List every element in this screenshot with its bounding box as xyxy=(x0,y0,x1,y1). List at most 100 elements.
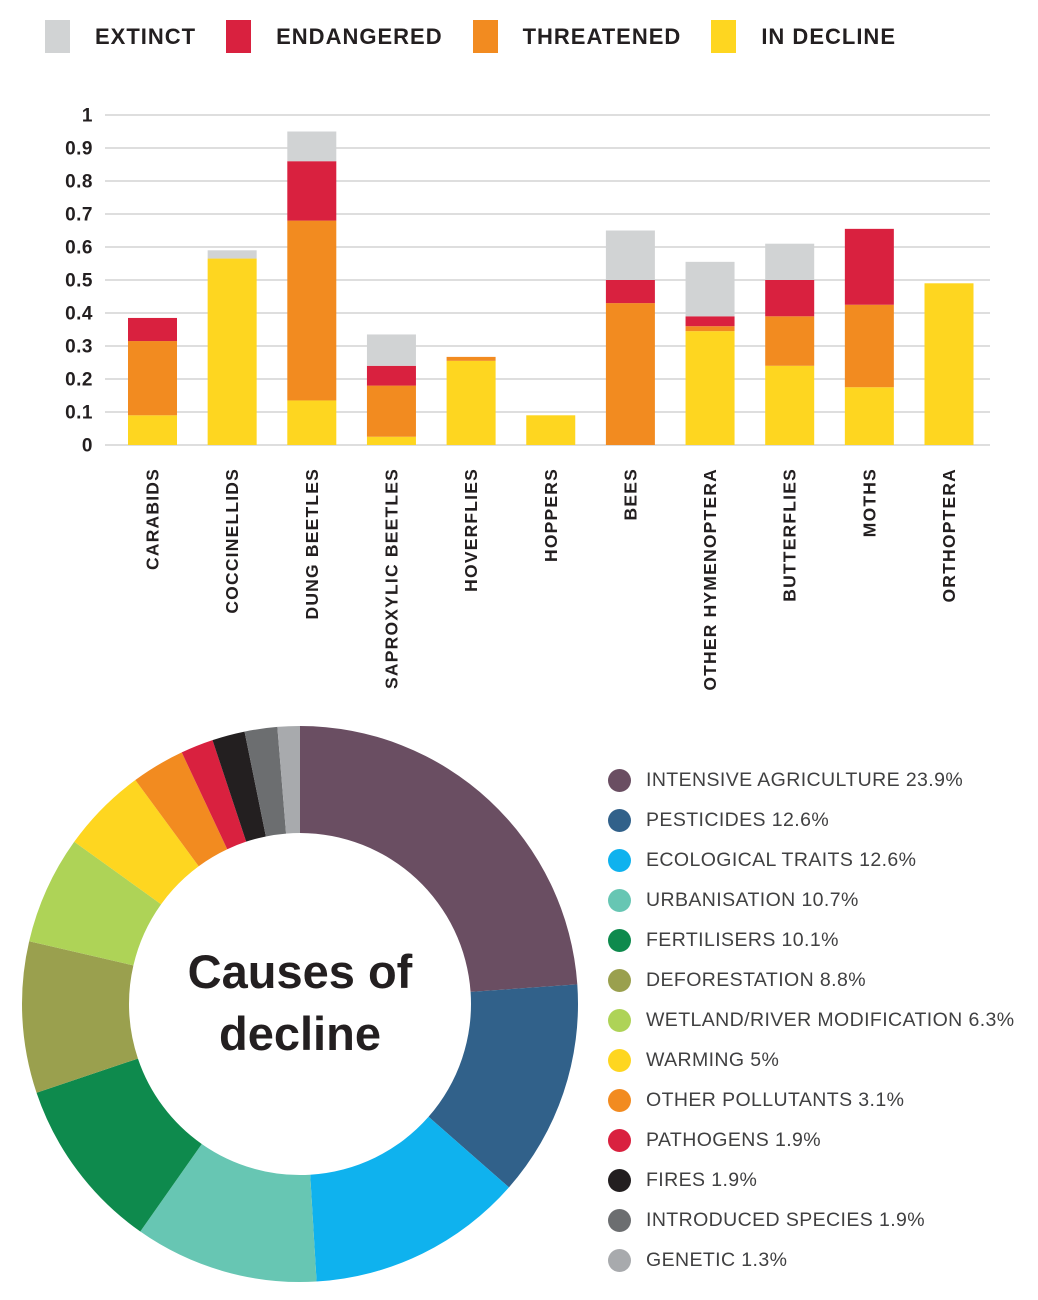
x-category-label-saproxylic-beetles: SAPROXYLIC BEETLES xyxy=(381,468,401,689)
donut-legend-item-introduced-species: INTRODUCED SPECIES 1.9% xyxy=(608,1200,1015,1240)
y-tick-label: 0.8 xyxy=(65,172,93,193)
x-category-label-hoverflies: HOVERFLIES xyxy=(461,468,481,592)
x-category-label-orthoptera: ORTHOPTERA xyxy=(939,468,959,603)
bar-segment-saproxylic-beetles-threatened xyxy=(366,385,416,437)
donut-legend-item-other-pollutants: OTHER POLLUTANTS 3.1% xyxy=(608,1080,1015,1120)
donut-slice-ecological-traits xyxy=(310,1116,509,1282)
donut-legend-label: PATHOGENS 1.9% xyxy=(646,1128,822,1151)
donut-legend-dot-introduced-species xyxy=(608,1208,631,1232)
donut-legend-dot-fires xyxy=(608,1168,631,1192)
donut-center-title-line: decline xyxy=(219,1007,381,1060)
donut-legend-item-intensive-agriculture: INTENSIVE AGRICULTURE 23.9% xyxy=(608,760,1015,800)
donut-slice-genetic xyxy=(277,726,300,834)
legend-item-extinct: EXTINCT xyxy=(45,20,196,53)
x-category-label-other-hymenoptera: OTHER HYMENOPTERA xyxy=(700,468,720,691)
bar-segment-dung-beetles-endangered xyxy=(287,161,337,221)
legend-label: EXTINCT xyxy=(95,23,197,49)
bar-segment-dung-beetles-threatened xyxy=(287,220,337,401)
donut-legend-item-ecological-traits: ECOLOGICAL TRAITS 12.6% xyxy=(608,840,1015,880)
x-category-label-moths: MOTHS xyxy=(859,468,879,537)
donut-legend-label: GENETIC 1.3% xyxy=(646,1248,788,1271)
donut-slice-introduced-species xyxy=(244,726,287,837)
donut-legend-label: INTENSIVE AGRICULTURE 23.9% xyxy=(646,768,964,791)
donut-chart-legend: INTENSIVE AGRICULTURE 23.9% PESTICIDES 12… xyxy=(608,760,1015,1280)
donut-legend-label: ECOLOGICAL TRAITS 12.6% xyxy=(646,848,917,871)
bar-segment-bees-threatened xyxy=(605,303,655,445)
donut-legend-item-pathogens: PATHOGENS 1.9% xyxy=(608,1120,1015,1160)
bar-segment-hoppers-in-decline xyxy=(526,415,576,445)
donut-legend-label: DEFORESTATION 8.8% xyxy=(646,968,866,991)
donut-slice-other-pollutants xyxy=(135,752,228,867)
bar-segment-hoverflies-in-decline xyxy=(446,360,496,445)
x-category-label-coccinellids: COCCINELLIDS xyxy=(222,468,242,614)
y-tick-label: 0.5 xyxy=(65,271,93,292)
legend-label: IN DECLINE xyxy=(761,23,896,49)
donut-slice-fertilisers xyxy=(36,1058,202,1232)
donut-legend-label: URBANISATION 10.7% xyxy=(646,888,859,911)
legend-swatch-endangered xyxy=(226,20,252,53)
bar-segment-other-hymenoptera-extinct xyxy=(685,261,735,317)
y-tick-label: 0.4 xyxy=(65,304,93,325)
bar-segment-saproxylic-beetles-in-decline xyxy=(366,436,416,445)
legend-swatch-threatened xyxy=(472,20,498,53)
donut-legend-item-fertilisers: FERTILISERS 10.1% xyxy=(608,920,1015,960)
donut-legend-label: FIRES 1.9% xyxy=(646,1168,758,1191)
legend-swatch-in-decline xyxy=(711,20,737,53)
bar-segment-carabids-endangered xyxy=(128,317,177,342)
donut-center-title-line: Causes of xyxy=(188,945,413,998)
bar-segment-orthoptera-in-decline xyxy=(924,283,974,445)
x-category-label-butterflies: BUTTERFLIES xyxy=(780,468,800,602)
donut-legend-dot-intensive-agriculture xyxy=(608,768,631,792)
donut-slice-deforestation xyxy=(22,941,138,1093)
y-tick-label: 0.2 xyxy=(65,370,93,391)
bar-segment-carabids-threatened xyxy=(128,341,177,416)
bar-segment-butterflies-threatened xyxy=(765,316,815,366)
donut-legend-dot-urbanisation xyxy=(608,888,631,912)
legend-swatch-extinct xyxy=(45,20,70,53)
donut-slice-wetland-river-modification xyxy=(29,841,162,966)
bar-segment-saproxylic-beetles-extinct xyxy=(366,334,416,366)
y-tick-label: 0.1 xyxy=(65,403,93,424)
donut-legend-dot-warming xyxy=(608,1048,631,1072)
legend-item-endangered: ENDANGERED xyxy=(226,20,442,53)
x-category-label-carabids: CARABIDS xyxy=(143,468,163,570)
donut-legend-label: FERTILISERS 10.1% xyxy=(646,928,839,951)
donut-legend-item-warming: WARMING 5% xyxy=(608,1040,1015,1080)
donut-legend-dot-ecological-traits xyxy=(608,848,631,872)
donut-legend-dot-pathogens xyxy=(608,1128,631,1152)
y-tick-label: 0 xyxy=(82,436,93,457)
donut-slice-fires xyxy=(212,731,266,842)
donut-chart: Causes of decline xyxy=(22,726,578,1282)
donut-legend-dot-pesticides xyxy=(608,808,631,832)
bar-segment-dung-beetles-in-decline xyxy=(287,400,337,445)
donut-slice-intensive-agriculture xyxy=(300,726,578,992)
bar-chart-legend: EXTINCT ENDANGERED THREATENED IN DECLINE xyxy=(45,20,896,53)
legend-label: ENDANGERED xyxy=(276,23,443,49)
donut-legend-label: INTRODUCED SPECIES 1.9% xyxy=(646,1208,926,1231)
donut-legend-label: PESTICIDES 12.6% xyxy=(646,808,830,831)
donut-legend-item-fires: FIRES 1.9% xyxy=(608,1160,1015,1200)
donut-slice-warming xyxy=(74,780,199,905)
donut-legend-label: WARMING 5% xyxy=(646,1048,780,1071)
y-tick-label: 1 xyxy=(82,106,93,127)
y-tick-label: 0.9 xyxy=(65,139,93,160)
donut-legend-label: OTHER POLLUTANTS 3.1% xyxy=(646,1088,905,1111)
bar-segment-butterflies-in-decline xyxy=(765,365,815,445)
donut-legend-item-wetland-river-modification: WETLAND/RIVER MODIFICATION 6.3% xyxy=(608,1000,1015,1040)
donut-slice-pathogens xyxy=(181,740,247,850)
donut-legend-item-deforestation: DEFORESTATION 8.8% xyxy=(608,960,1015,1000)
x-category-label-hoppers: HOPPERS xyxy=(541,468,561,562)
x-category-label-dung-beetles: DUNG BEETLES xyxy=(302,468,322,620)
bar-segment-butterflies-extinct xyxy=(765,243,815,280)
legend-item-threatened: THREATENED xyxy=(472,20,682,53)
bar-segment-bees-endangered xyxy=(605,280,655,304)
donut-legend-item-genetic: GENETIC 1.3% xyxy=(608,1240,1015,1280)
bar-segment-other-hymenoptera-endangered xyxy=(685,316,735,327)
bar-segment-moths-in-decline xyxy=(844,387,894,445)
y-tick-label: 0.6 xyxy=(65,238,93,259)
x-category-label-bees: BEES xyxy=(620,468,640,520)
bar-segment-carabids-in-decline xyxy=(128,415,177,445)
donut-legend-dot-deforestation xyxy=(608,968,631,992)
